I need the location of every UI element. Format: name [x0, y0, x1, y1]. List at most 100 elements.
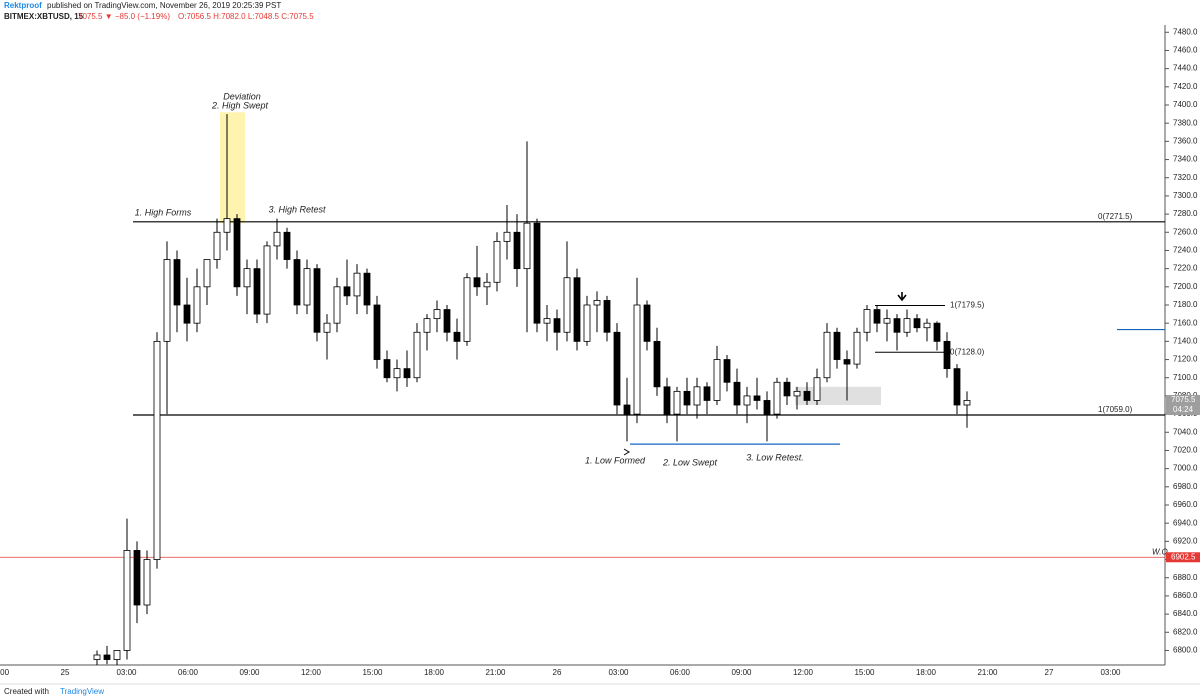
candle-body: [643, 304, 651, 342]
candle-body: [523, 222, 531, 270]
symbol: BITMEX:XBTUSD, 15: [4, 12, 84, 21]
arrow-small: [623, 448, 630, 456]
candle-body: [403, 368, 411, 379]
published: published on TradingView.com, November 2…: [47, 1, 281, 10]
y-tick-label: 6980.0: [1173, 482, 1198, 491]
candle-body: [933, 322, 941, 342]
y-tick-label: 7300.0: [1173, 191, 1198, 200]
candle-body: [93, 654, 101, 660]
candle-body: [593, 300, 601, 306]
annotation: 2. High Swept: [211, 100, 269, 110]
candle-body: [513, 231, 521, 270]
y-tick-label: 6860.0: [1173, 591, 1198, 600]
fib-label: 1(7179.5): [950, 301, 985, 310]
candle-body: [493, 240, 501, 283]
candle-body: [733, 381, 741, 406]
candle-body: [483, 281, 491, 288]
candle-body: [263, 245, 271, 315]
candle-body: [663, 386, 671, 415]
candle-body: [543, 318, 551, 324]
y-tick-label: 7160.0: [1173, 318, 1198, 327]
candle-body: [443, 309, 451, 333]
candle-body: [383, 359, 391, 379]
candle-body: [693, 386, 701, 406]
level-label: 1(7059.0): [1098, 405, 1133, 414]
candle-body: [803, 390, 811, 401]
candle-body: [413, 331, 421, 379]
y-tick-label: 7240.0: [1173, 246, 1198, 255]
quote: 7075.5 ▼ −85.0 (−1.19%): [78, 12, 170, 21]
candle-body: [353, 272, 361, 297]
x-tick-label: 09:00: [239, 668, 260, 677]
candle-body: [863, 309, 871, 333]
x-tick-label: :00: [0, 668, 10, 677]
x-tick-label: 18:00: [916, 668, 937, 677]
candle-body: [113, 650, 121, 660]
level-label: W.O: [1152, 547, 1168, 556]
candle-body: [163, 259, 171, 342]
x-tick-label: 12:00: [301, 668, 322, 677]
candle-body: [433, 309, 441, 320]
y-tick-label: 7400.0: [1173, 100, 1198, 109]
candle-body: [903, 318, 911, 333]
candle-body: [743, 395, 751, 406]
annotation: 2. Low Swept: [662, 457, 718, 467]
y-tick-label: 6800.0: [1173, 646, 1198, 655]
candle-body: [753, 395, 761, 401]
candle-body: [713, 359, 721, 401]
fib-label: 0(7128.0): [950, 347, 985, 356]
candle-body: [873, 309, 881, 324]
candle-body: [233, 218, 241, 288]
annotation: 3. Low Retest.: [746, 452, 804, 462]
candle-body: [583, 304, 591, 342]
annotation: 1. High Forms: [135, 207, 192, 217]
candle-body: [533, 222, 541, 324]
candle-body: [963, 400, 971, 406]
candle-body: [143, 559, 151, 606]
candle-body: [373, 304, 381, 360]
x-tick-label: 06:00: [670, 668, 691, 677]
x-tick-label: 12:00: [793, 668, 814, 677]
annotation: 1. Low Formed: [585, 455, 646, 465]
candle-body: [273, 231, 281, 247]
footer-brand: TradingView: [60, 687, 104, 696]
candle-body: [243, 268, 251, 288]
candle-body: [673, 390, 681, 415]
candle-body: [783, 381, 791, 397]
candle-body: [293, 259, 301, 306]
candle-body: [723, 359, 731, 383]
candle-body: [473, 277, 481, 288]
x-tick-label: 26: [553, 668, 562, 677]
candle-body: [193, 286, 201, 324]
x-tick-label: 25: [61, 668, 70, 677]
candle-body: [953, 368, 961, 406]
candle-body: [223, 218, 231, 233]
y-tick-label: 7420.0: [1173, 82, 1198, 91]
candle-body: [283, 231, 291, 260]
candle-body: [883, 318, 891, 324]
candle-body: [503, 231, 511, 242]
candle-body: [123, 550, 131, 651]
candle-body: [343, 286, 351, 297]
y-tick-label: 7380.0: [1173, 118, 1198, 127]
y-tick-label: 7180.0: [1173, 300, 1198, 309]
y-tick-label: 7480.0: [1173, 27, 1198, 36]
candle-body: [913, 318, 921, 329]
candle-body: [813, 377, 821, 401]
y-tick-label: 7120.0: [1173, 355, 1198, 364]
candle-body: [213, 231, 221, 260]
candle-body: [103, 654, 111, 660]
candle-body: [613, 331, 621, 406]
y-tick-label: 7020.0: [1173, 446, 1198, 455]
y-tick-label: 7440.0: [1173, 64, 1198, 73]
candle-body: [763, 400, 771, 415]
candle-body: [323, 322, 331, 333]
arrow-down: [897, 292, 907, 302]
candle-body: [253, 268, 261, 315]
candle-body: [423, 318, 431, 333]
candle-body: [893, 318, 901, 333]
price-tag-bg: [1166, 552, 1200, 563]
y-tick-label: 6960.0: [1173, 500, 1198, 509]
